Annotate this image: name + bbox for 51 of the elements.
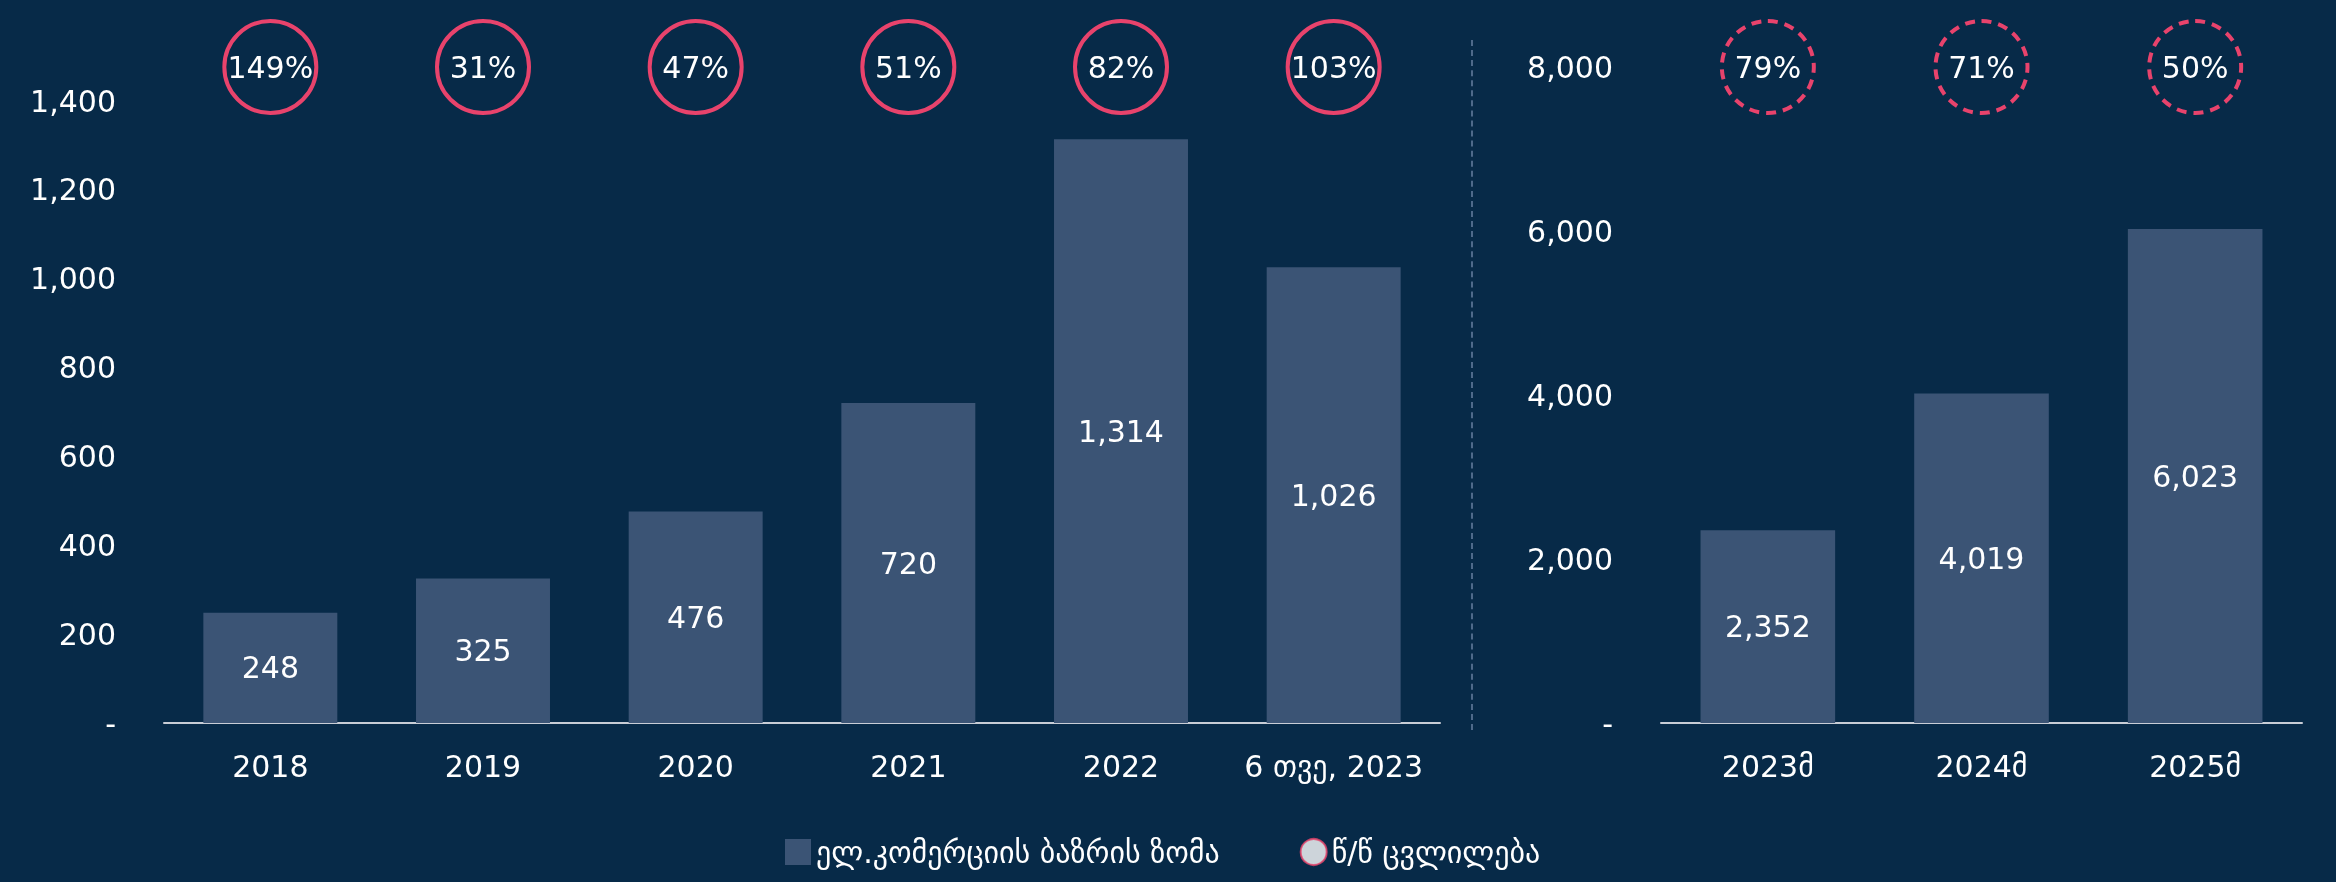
annotation: 79% (1734, 49, 1802, 85)
y-tick-label: 600 (58, 438, 116, 474)
x-tick-label: 2023მ (1721, 748, 1814, 784)
y-tick-label: 200 (58, 616, 116, 652)
bar (1054, 139, 1188, 723)
y-tick-label: 800 (58, 350, 116, 386)
x-tick-label: 2021 (870, 748, 947, 784)
y-tick-label: 1,000 (30, 261, 116, 297)
y-tick-label: 8,000 (1527, 49, 1613, 85)
data-label: 6,023 (2152, 458, 2239, 494)
data-label: 1,026 (1290, 477, 1377, 513)
text: 149% (227, 49, 314, 85)
x-tick-label: 2019 (444, 748, 522, 784)
data-label: 248 (241, 650, 299, 686)
annotation: 71% (1948, 49, 2015, 85)
bar (416, 578, 550, 723)
data-label: 325 (454, 633, 512, 669)
x-tick-label: 6 თვე, 2023 (1244, 748, 1424, 784)
y-tick-label: 4,000 (1527, 377, 1613, 413)
data-label: 4,019 (1938, 540, 2025, 576)
y-tick-label: 2,000 (1527, 541, 1613, 577)
y-tick-label: - (105, 705, 116, 741)
bar (841, 403, 976, 723)
x-tick-label: 2018 (232, 748, 309, 784)
data-label: 1,314 (1078, 413, 1164, 449)
bar (1266, 267, 1401, 723)
bar (628, 511, 763, 723)
x-tick-label: 2024მ (1935, 748, 2028, 784)
legend-label: ელ.კომერციის ბაზრის ზომა (816, 834, 1220, 870)
y-tick-label: - (1602, 705, 1613, 741)
bar (1914, 393, 2049, 723)
bar (1700, 530, 1836, 723)
data-label: 476 (667, 599, 725, 635)
y-tick-label: 6,000 (1527, 213, 1613, 249)
x-tick-label: 2022 (1082, 748, 1160, 784)
text: 51% (874, 49, 942, 85)
bar (2127, 229, 2263, 723)
data-label: 720 (879, 545, 937, 581)
x-tick-label: 2025მ (2149, 748, 2242, 784)
text: 82% (1087, 49, 1155, 85)
text: 31% (449, 49, 517, 85)
y-tick-label: 1,200 (30, 172, 116, 208)
annotation: 50% (2161, 49, 2229, 85)
y-tick-label: 1,400 (30, 83, 116, 119)
x-tick-label: 2020 (657, 748, 734, 784)
legend-label: წ/წ ცვლილება (1331, 834, 1541, 870)
text: 47% (662, 49, 730, 85)
y-tick-label: 400 (58, 527, 116, 563)
bar (203, 612, 338, 723)
data-label: 2,352 (1724, 609, 1811, 645)
text: 103% (1290, 49, 1377, 85)
